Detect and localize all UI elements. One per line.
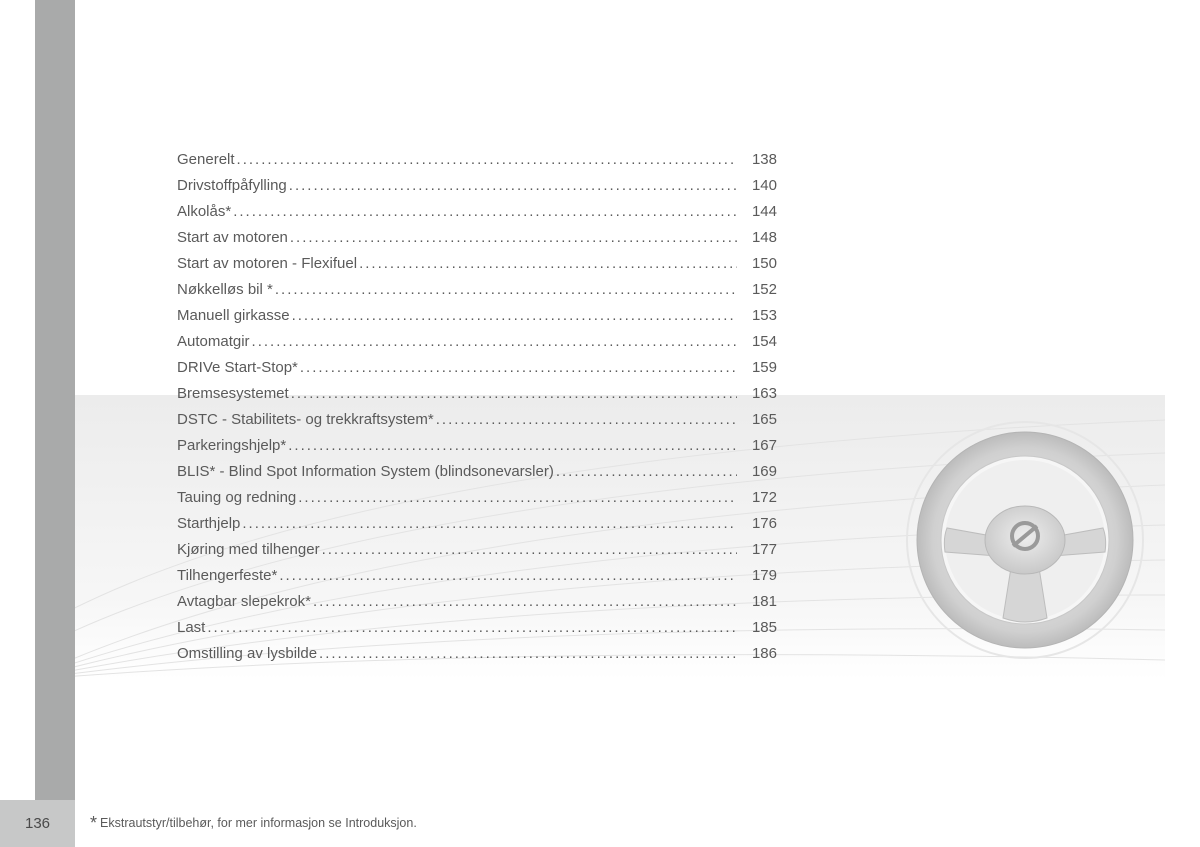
toc-row: Generelt 138 — [177, 151, 777, 177]
toc-leader-dots — [296, 489, 737, 506]
toc-label: Alkolås* — [177, 203, 231, 220]
toc-leader-dots — [288, 229, 737, 246]
toc-page-number: 165 — [737, 411, 777, 428]
toc-label: Starthjelp — [177, 515, 240, 532]
footnote-star: * — [90, 813, 97, 833]
toc-row: Alkolås* 144 — [177, 203, 777, 229]
toc-page-number: 150 — [737, 255, 777, 272]
toc-page-number: 159 — [737, 359, 777, 376]
toc-label: Tilhengerfeste* — [177, 567, 277, 584]
toc-leader-dots — [298, 359, 737, 376]
toc-label: Start av motoren - Flexifuel — [177, 255, 357, 272]
toc-label: Bremsesystemet — [177, 385, 289, 402]
toc-label: Avtagbar slepekrok* — [177, 593, 311, 610]
toc-leader-dots — [320, 541, 737, 558]
toc-leader-dots — [286, 437, 737, 454]
toc-row: Omstilling av lysbilde 186 — [177, 645, 777, 671]
toc-row: Parkeringshjelp* 167 — [177, 437, 777, 463]
toc-page-number: 152 — [737, 281, 777, 298]
toc-label: Parkeringshjelp* — [177, 437, 286, 454]
toc-leader-dots — [235, 151, 737, 168]
steering-wheel-icon — [905, 420, 1145, 660]
toc-label: DSTC - Stabilitets- og trekkraftsystem* — [177, 411, 434, 428]
toc-leader-dots — [317, 645, 737, 662]
toc-label: Omstilling av lysbilde — [177, 645, 317, 662]
toc-label: Automatgir — [177, 333, 250, 350]
toc-page-number: 163 — [737, 385, 777, 402]
toc-label: Generelt — [177, 151, 235, 168]
toc-page-number: 153 — [737, 307, 777, 324]
toc-label: Tauing og redning — [177, 489, 296, 506]
toc-row: Manuell girkasse 153 — [177, 307, 777, 333]
toc-leader-dots — [250, 333, 737, 350]
toc-label: Kjøring med tilhenger — [177, 541, 320, 558]
toc-page-number: 140 — [737, 177, 777, 194]
footnote: *Ekstrautstyr/tilbehør, for mer informas… — [90, 813, 417, 834]
toc-row: Avtagbar slepekrok* 181 — [177, 593, 777, 619]
toc-row: Starthjelp 176 — [177, 515, 777, 541]
table-of-contents: Generelt 138 Drivstoffpåfylling 140 Alkolås*… — [177, 151, 777, 671]
page-footer: 136 *Ekstrautstyr/tilbehør, for mer info… — [0, 800, 1200, 847]
toc-leader-dots — [240, 515, 737, 532]
toc-row: Bremsesystemet 163 — [177, 385, 777, 411]
toc-leader-dots — [554, 463, 737, 480]
toc-page-number: 177 — [737, 541, 777, 558]
toc-page-number: 169 — [737, 463, 777, 480]
toc-page-number: 148 — [737, 229, 777, 246]
toc-row: Kjøring med tilhenger 177 — [177, 541, 777, 567]
toc-label: Manuell girkasse — [177, 307, 290, 324]
toc-row: DRIVe Start-Stop* 159 — [177, 359, 777, 385]
toc-leader-dots — [273, 281, 737, 298]
toc-leader-dots — [434, 411, 737, 428]
toc-page-number: 186 — [737, 645, 777, 662]
toc-page-number: 138 — [737, 151, 777, 168]
toc-leader-dots — [311, 593, 737, 610]
toc-leader-dots — [205, 619, 737, 636]
toc-leader-dots — [289, 385, 737, 402]
toc-row: Automatgir 154 — [177, 333, 777, 359]
toc-row: Drivstoffpåfylling 140 — [177, 177, 777, 203]
toc-page-number: 185 — [737, 619, 777, 636]
footnote-text: Ekstrautstyr/tilbehør, for mer informasj… — [100, 816, 417, 830]
toc-page-number: 176 — [737, 515, 777, 532]
toc-label: BLIS* - Blind Spot Information System (b… — [177, 463, 554, 480]
left-gutter — [35, 0, 75, 800]
toc-leader-dots — [287, 177, 737, 194]
toc-page-number: 181 — [737, 593, 777, 610]
toc-row: Last 185 — [177, 619, 777, 645]
toc-row: Tilhengerfeste* 179 — [177, 567, 777, 593]
page-number-box: 136 — [0, 800, 75, 847]
toc-row: Start av motoren 148 — [177, 229, 777, 255]
page-number: 136 — [25, 815, 50, 832]
toc-label: Last — [177, 619, 205, 636]
toc-page-number: 179 — [737, 567, 777, 584]
toc-page-number: 172 — [737, 489, 777, 506]
toc-row: Start av motoren - Flexifuel 150 — [177, 255, 777, 281]
toc-page-number: 154 — [737, 333, 777, 350]
toc-page-number: 167 — [737, 437, 777, 454]
toc-row: DSTC - Stabilitets- og trekkraftsystem* 1… — [177, 411, 777, 437]
toc-leader-dots — [290, 307, 737, 324]
toc-leader-dots — [357, 255, 737, 272]
toc-leader-dots — [231, 203, 737, 220]
toc-row: BLIS* - Blind Spot Information System (b… — [177, 463, 777, 489]
toc-label: Nøkkelløs bil * — [177, 281, 273, 298]
toc-label: Start av motoren — [177, 229, 288, 246]
steering-wheel-illustration — [905, 420, 1145, 660]
page: Generelt 138 Drivstoffpåfylling 140 Alkolås*… — [0, 0, 1200, 847]
toc-label: DRIVe Start-Stop* — [177, 359, 298, 376]
toc-row: Tauing og redning 172 — [177, 489, 777, 515]
toc-row: Nøkkelløs bil * 152 — [177, 281, 777, 307]
toc-label: Drivstoffpåfylling — [177, 177, 287, 194]
toc-page-number: 144 — [737, 203, 777, 220]
toc-leader-dots — [277, 567, 737, 584]
